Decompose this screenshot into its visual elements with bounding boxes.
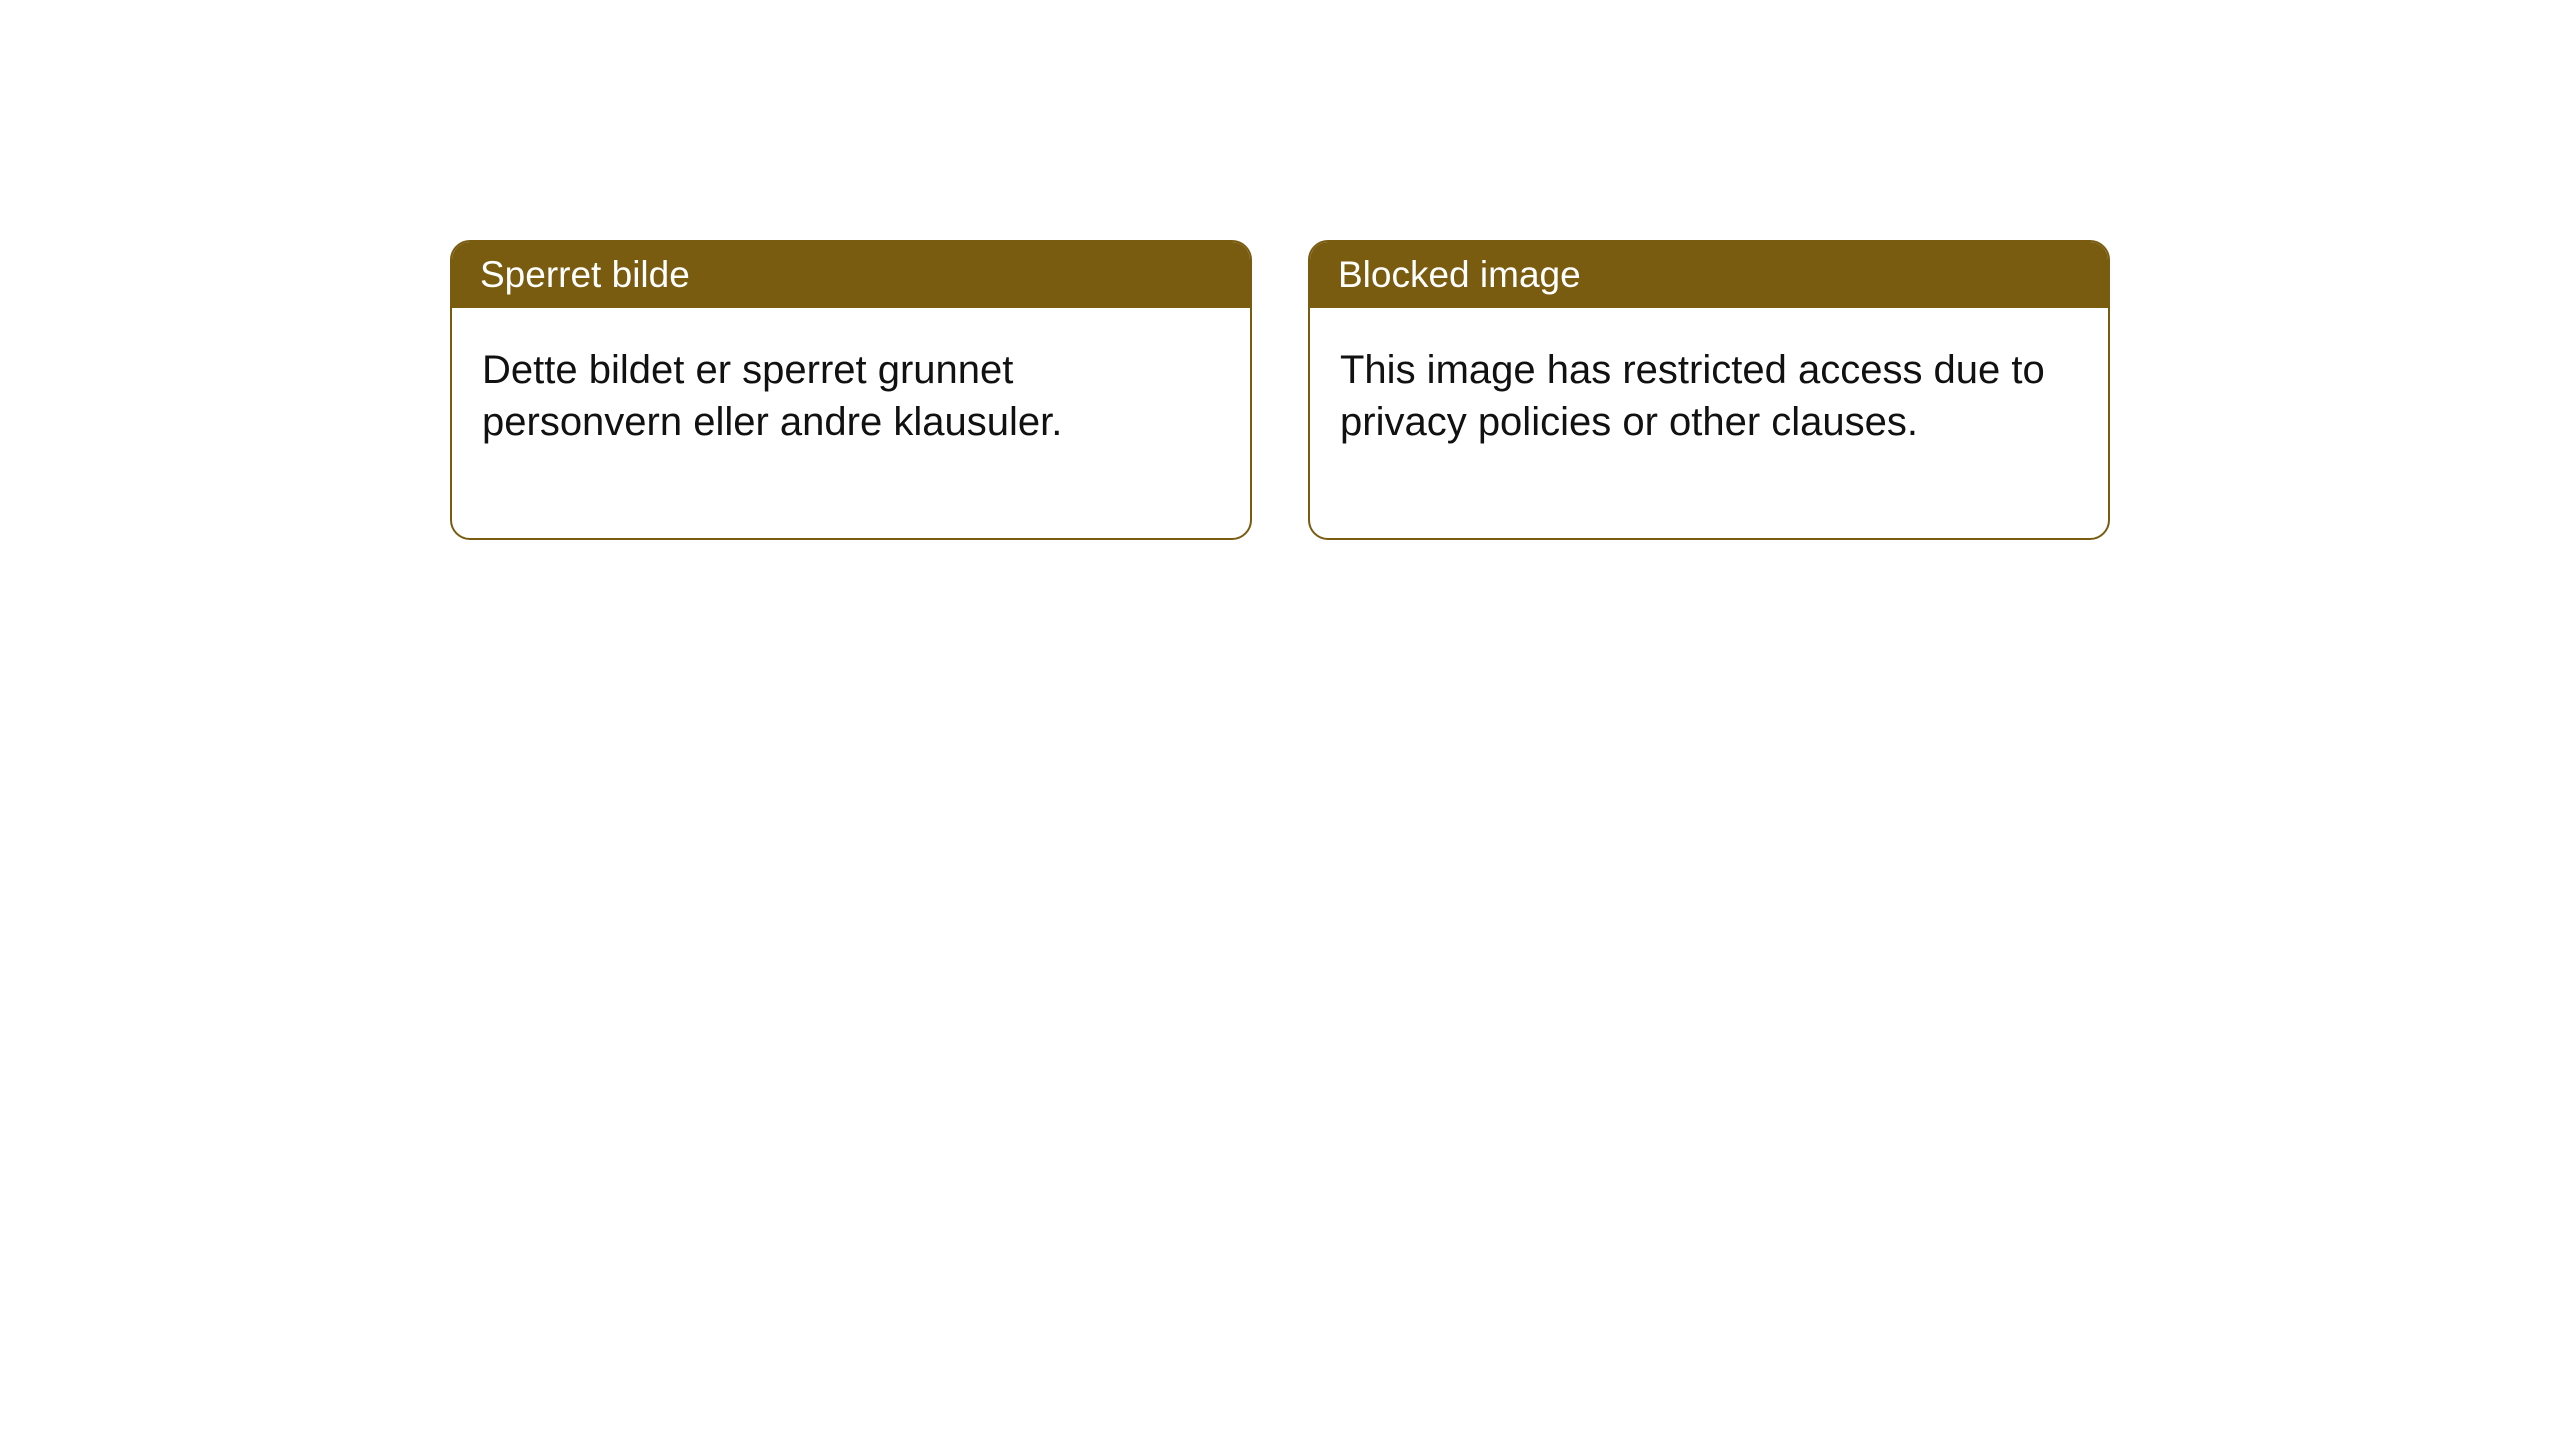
notice-body-english: This image has restricted access due to … <box>1310 308 2108 538</box>
notice-header-norwegian: Sperret bilde <box>452 242 1250 308</box>
notice-header-english: Blocked image <box>1310 242 2108 308</box>
notice-container: Sperret bilde Dette bildet er sperret gr… <box>450 240 2110 540</box>
notice-body-norwegian: Dette bildet er sperret grunnet personve… <box>452 308 1250 538</box>
notice-card-norwegian: Sperret bilde Dette bildet er sperret gr… <box>450 240 1252 540</box>
notice-card-english: Blocked image This image has restricted … <box>1308 240 2110 540</box>
